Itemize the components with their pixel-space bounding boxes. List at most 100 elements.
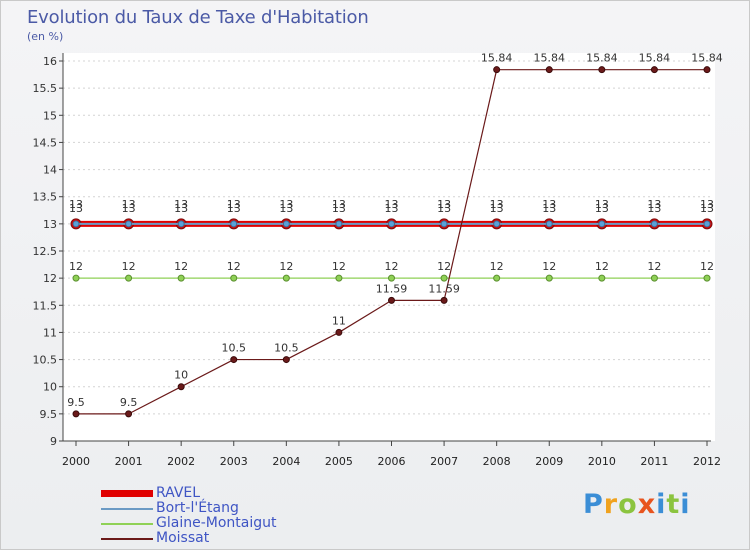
data-label: 13 [700,198,714,211]
data-point [335,328,343,336]
data-point [282,220,290,228]
data-label: 10.5 [222,342,247,355]
x-tick-label: 2007 [430,455,458,468]
data-point [388,274,395,282]
data-point [72,274,80,282]
data-point [230,220,238,228]
data-point [388,296,395,304]
data-label: 13 [122,198,136,211]
data-label: 13 [122,202,136,215]
data-point [703,66,711,74]
x-tick-label: 2006 [378,455,406,468]
data-label: 13 [490,202,504,215]
data-label: 13 [700,202,714,215]
legend-swatch-ravel [101,490,153,497]
data-point [230,274,238,282]
data-label: 12 [227,260,241,273]
y-tick-label: 10.5 [33,354,58,367]
data-label: 13 [227,198,241,211]
data-label: 12 [595,260,609,273]
data-label: 13 [174,198,188,211]
data-label: 15.84 [586,52,618,65]
data-label: 11 [332,314,346,327]
data-point [545,274,553,282]
y-tick-label: 15.5 [33,82,58,95]
data-label: 13 [595,202,609,215]
x-tick-label: 2008 [483,455,511,468]
y-tick-label: 12 [43,272,57,285]
data-label: 13 [490,198,504,211]
data-point [493,66,501,74]
y-tick-label: 15 [43,109,57,122]
data-point [545,220,553,228]
data-label: 12 [279,260,293,273]
data-point [703,274,711,282]
data-label: 12 [700,260,714,273]
y-tick-label: 16 [43,55,57,68]
legend-label-bort: Bort-l'Étang [156,500,239,516]
data-point [282,356,290,364]
data-label: 12 [490,260,504,273]
data-point [650,274,658,282]
y-tick-label: 9.5 [40,408,58,421]
y-axis-unit: (en %) [27,30,64,43]
data-point [282,274,290,282]
data-label: 13 [437,198,451,211]
data-point [493,220,501,228]
data-point [72,410,80,418]
data-label: 10 [174,369,188,382]
data-label: 15.84 [534,52,566,65]
data-point [650,66,658,74]
data-point [703,220,711,228]
data-point [335,220,343,228]
x-tick-label: 2002 [167,455,195,468]
data-label: 9.5 [67,396,85,409]
data-point [545,66,553,74]
data-point [598,220,606,228]
x-tick-label: 2004 [272,455,300,468]
legend-label-ravel: RAVEL [156,485,201,501]
data-label: 13 [595,198,609,211]
data-label: 11.59 [428,282,460,295]
data-label: 9.5 [120,396,138,409]
chart-title: Evolution du Taux de Taxe d'Habitation [27,7,369,28]
legend-swatch-bort [101,508,153,510]
data-label: 13 [437,202,451,215]
data-point [125,220,133,228]
x-tick-label: 2010 [588,455,616,468]
data-point [125,410,133,418]
y-tick-label: 14.5 [33,136,58,149]
data-point [440,220,448,228]
data-point [388,220,395,228]
data-label: 13 [542,202,556,215]
y-tick-label: 13 [43,218,57,231]
data-label: 13 [385,202,399,215]
data-point [650,220,658,228]
y-tick-label: 14 [43,164,57,177]
data-label: 15.84 [639,52,671,65]
plot-area [63,53,715,441]
data-label: 13 [69,202,83,215]
data-label: 11.59 [376,282,408,295]
data-label: 15.84 [691,52,723,65]
data-point [440,296,448,304]
data-point [177,383,185,391]
x-tick-label: 2009 [535,455,563,468]
data-label: 13 [279,198,293,211]
data-label: 13 [227,202,241,215]
legend-label-glaine: Glaine-Montaigut [156,515,277,531]
data-label: 12 [69,260,83,273]
x-tick-label: 2011 [640,455,668,468]
data-label: 12 [437,260,451,273]
x-tick-label: 2003 [220,455,248,468]
data-label: 12 [332,260,346,273]
data-label: 13 [279,202,293,215]
data-point [125,274,133,282]
y-tick-label: 11 [43,326,57,339]
data-point [493,274,501,282]
x-tick-label: 2012 [693,455,721,468]
y-tick-label: 13.5 [33,191,58,204]
data-label: 12 [385,260,399,273]
